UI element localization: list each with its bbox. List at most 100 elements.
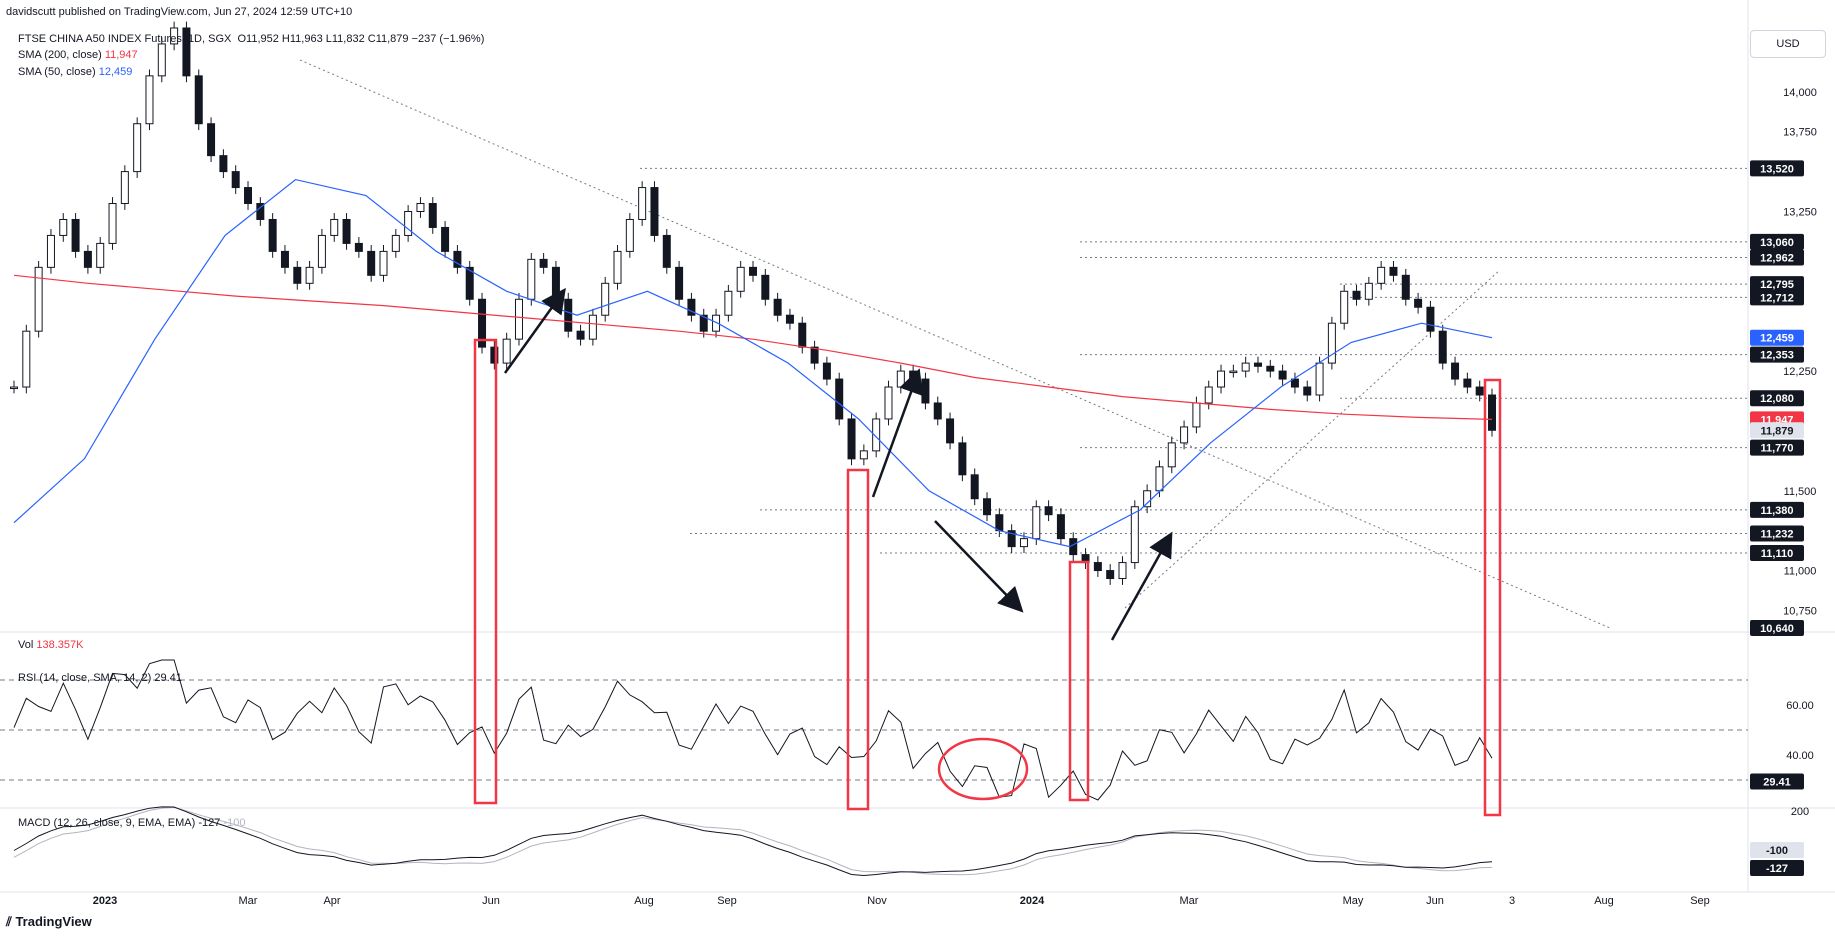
candle-body (1192, 402, 1201, 428)
candle-body (1229, 370, 1238, 374)
candle-body (379, 250, 388, 276)
axis-price-label: 12,459 (1760, 333, 1794, 345)
candle-body (1327, 322, 1336, 364)
axis-price-label-box (1750, 233, 1804, 250)
axis-price-label: 11,110 (1761, 548, 1793, 560)
time-axis-label: Jun (482, 895, 500, 907)
time-axis-label: Aug (1594, 895, 1614, 907)
axis-price-label: 12,080 (1760, 393, 1794, 405)
candle-body (798, 322, 807, 348)
macd-value-box (1750, 860, 1804, 876)
candle-body (133, 123, 142, 173)
time-axis-label: Jun (1426, 895, 1444, 907)
time-axis-label: Nov (867, 895, 887, 907)
time-axis-label: 2024 (1020, 895, 1045, 907)
candle-body (1241, 362, 1250, 372)
time-axis-label: Mar (239, 895, 258, 907)
axis-price-label: 11,232 (1760, 529, 1793, 541)
candle-body (810, 346, 819, 364)
candle-body (675, 266, 684, 300)
candle-body (625, 218, 634, 252)
candle-body (1389, 266, 1398, 276)
axis-price-label-box (1750, 160, 1804, 177)
vol-value: 138.357K (36, 639, 84, 651)
axis-price-label: 10,640 (1760, 623, 1794, 635)
candle-body (1414, 298, 1423, 308)
rsi-legend[interactable]: RSI (14, close, SMA, 14, 2) 29.41 (18, 672, 182, 684)
candle-body (71, 218, 80, 252)
vol-legend[interactable]: Vol 138.357K (18, 639, 83, 651)
candle-body (946, 418, 955, 444)
currency-label: USD (1776, 38, 1800, 50)
candle-body (1401, 274, 1410, 300)
rsi-line (13, 659, 1493, 801)
candle-body (502, 338, 511, 364)
tradingview-brand: ⫽ TradingView (6, 914, 92, 930)
macd-legend[interactable]: MACD (12, 26, close, 9, EMA, EMA) -127 -… (18, 817, 245, 829)
candle-body (34, 266, 43, 332)
candle-body (761, 274, 770, 300)
candle-body (22, 330, 31, 388)
symbol-title: FTSE CHINA A50 INDEX Futures, 1D, SGX (18, 33, 232, 45)
axis-price-label-box (1750, 390, 1804, 407)
vol-label: Vol (18, 639, 34, 651)
candle-body (970, 474, 979, 500)
macd-signal-line (13, 806, 1493, 876)
candle-body (527, 258, 536, 300)
macd-line (13, 806, 1493, 877)
rsi-label: RSI (14, close, SMA, 14, 2) (18, 672, 152, 684)
axis-price-label-box (1750, 289, 1804, 306)
candle-body (650, 187, 659, 236)
rsi-current-label: 29.41 (1763, 776, 1791, 788)
macd-value-1: -127 (198, 817, 221, 829)
candle-body (330, 218, 339, 236)
candle-body (995, 514, 1004, 532)
rsi-tick-label: 40.00 (1786, 750, 1814, 762)
candle-body (293, 266, 302, 284)
axis-price-label-box (1750, 329, 1804, 346)
sma50-line (13, 178, 1493, 548)
time-axis-label: 2023 (93, 895, 117, 907)
candle-body (699, 314, 708, 332)
symbol-line: FTSE CHINA A50 INDEX Futures, 1D, SGX O1… (18, 33, 484, 45)
candle-body (613, 250, 622, 284)
candle-body (1155, 466, 1164, 492)
axis-price-label-box (1750, 620, 1804, 636)
candle-body (256, 203, 265, 220)
sma50-label: SMA (50, close) (18, 66, 96, 78)
candle-body (1438, 330, 1447, 364)
candle-body (712, 314, 721, 332)
candle-body (1106, 570, 1115, 580)
candle-body (1266, 365, 1275, 372)
candle-body (884, 386, 893, 420)
candle-body (207, 123, 216, 157)
candle-body (1118, 562, 1127, 580)
candle-body (305, 266, 314, 284)
candle-body (539, 258, 548, 268)
sma50-value: 12,459 (98, 66, 133, 78)
candle-body (1426, 306, 1435, 332)
currency-button[interactable]: USD (1750, 30, 1826, 58)
candle-body (1130, 506, 1139, 564)
candle-body (453, 250, 462, 268)
ohlc-values: O11,952 H11,963 L11,832 C11,879 −237 (−1… (237, 33, 485, 45)
axis-price-label: 12,353 (1760, 350, 1794, 362)
time-axis-label: May (1343, 895, 1364, 907)
candle-body (835, 378, 844, 420)
candle-body (428, 203, 437, 228)
candle-body (921, 378, 930, 404)
candle-body (194, 75, 203, 125)
candle-body (219, 155, 228, 173)
sma200-legend[interactable]: SMA (200, close) 11,947 (18, 49, 138, 61)
candle-body (687, 298, 696, 316)
candle-body (244, 187, 253, 205)
candle-body (1143, 490, 1152, 508)
candle-body (416, 203, 425, 212)
candle-body (1451, 362, 1460, 380)
time-axis-label: Aug (634, 895, 654, 907)
sma50-legend[interactable]: SMA (50, close) 12,459 (18, 66, 132, 78)
candle-body (478, 298, 487, 348)
price-tick-label: 13,250 (1783, 206, 1817, 218)
